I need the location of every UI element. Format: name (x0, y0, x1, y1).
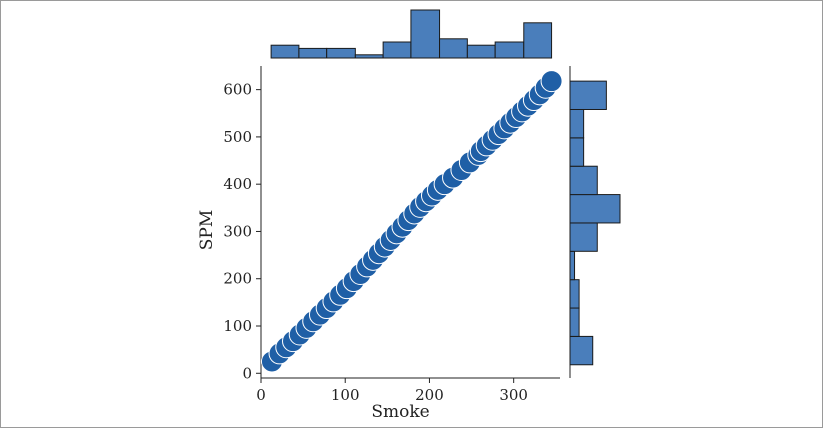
y-tick-label: 500 (223, 128, 252, 146)
x-tick-label: 200 (415, 386, 444, 404)
y-tick-label: 600 (223, 81, 252, 99)
y-histogram-bar (569, 137, 585, 167)
y-histogram-bar (569, 279, 580, 309)
x-ticks: 0 100 200 300 (256, 378, 528, 404)
y-tick-label: 0 (242, 364, 252, 382)
y-tick-label: 200 (223, 270, 252, 288)
x-axis-label: Smoke (371, 402, 429, 422)
y-marginal-histogram (569, 66, 621, 378)
y-histogram-bar (569, 194, 621, 224)
y-histogram-bar (569, 80, 607, 110)
x-histogram-bar (523, 22, 553, 59)
y-tick-label: 100 (223, 317, 252, 335)
x-histogram-bar (270, 44, 300, 59)
y-histogram-bar (569, 250, 576, 281)
y-histogram-bar (569, 108, 585, 139)
x-histogram-bar (439, 38, 468, 59)
x-histogram-bar (354, 54, 384, 59)
y-histogram-bar (569, 307, 580, 337)
y-histogram-bar (569, 335, 594, 366)
y-histogram-bar (569, 165, 598, 196)
x-histogram-bar (494, 41, 525, 59)
x-histogram-bar (410, 9, 441, 59)
x-histogram-bar (466, 44, 496, 59)
x-tick-label: 100 (331, 386, 360, 404)
y-tick-label: 400 (223, 175, 252, 193)
scatter-point (540, 70, 563, 93)
x-marginal-histogram (270, 9, 553, 59)
scatter-points (260, 70, 563, 373)
x-tick-label: 300 (499, 386, 528, 404)
y-histogram-bar (569, 222, 598, 252)
y-tick-label: 300 (223, 222, 252, 240)
main-axes: 0 100 200 300 0 100 200 300 400 500 600 (223, 66, 560, 404)
x-tick-label: 0 (256, 386, 266, 404)
x-histogram-bar (298, 47, 328, 59)
x-histogram-bar (326, 47, 356, 59)
y-ticks: 0 100 200 300 400 500 600 (223, 81, 261, 382)
x-histogram-bar (382, 41, 412, 59)
y-axis-label: SPM (197, 210, 217, 251)
